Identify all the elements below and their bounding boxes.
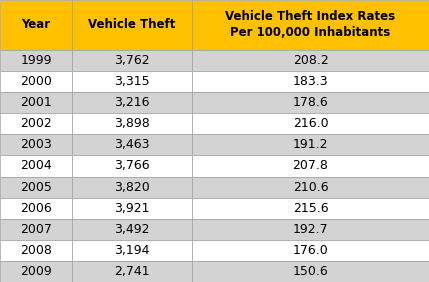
Bar (192, 261, 429, 282)
Bar (192, 0, 429, 50)
Bar (0, 113, 72, 134)
Text: Year: Year (21, 19, 51, 32)
Bar (0, 198, 72, 219)
Bar (192, 50, 429, 71)
Text: 3,194: 3,194 (114, 244, 150, 257)
Bar (72, 50, 192, 71)
Text: 192.7: 192.7 (293, 223, 328, 236)
Text: 183.3: 183.3 (293, 75, 328, 88)
Text: 2003: 2003 (20, 138, 52, 151)
Text: 3,315: 3,315 (114, 75, 150, 88)
Text: 208.2: 208.2 (293, 54, 328, 67)
Text: 3,762: 3,762 (114, 54, 150, 67)
Bar (0, 134, 72, 155)
Text: 207.8: 207.8 (293, 160, 329, 173)
Bar (0, 92, 72, 113)
Bar (72, 134, 192, 155)
Bar (0, 155, 72, 177)
Bar (72, 261, 192, 282)
Bar (0, 240, 72, 261)
Text: 2009: 2009 (20, 265, 52, 278)
Text: 3,820: 3,820 (114, 180, 150, 193)
Bar (0, 50, 72, 71)
Bar (72, 113, 192, 134)
Bar (192, 92, 429, 113)
Text: 2004: 2004 (20, 160, 52, 173)
Text: 191.2: 191.2 (293, 138, 328, 151)
Text: 3,766: 3,766 (114, 160, 150, 173)
Text: 216.0: 216.0 (293, 117, 328, 130)
Bar (72, 0, 192, 50)
Bar (192, 198, 429, 219)
Text: 3,921: 3,921 (114, 202, 150, 215)
Bar (72, 155, 192, 177)
Text: 2000: 2000 (20, 75, 52, 88)
Bar (192, 134, 429, 155)
Text: 3,463: 3,463 (114, 138, 150, 151)
Bar (0, 261, 72, 282)
Bar (72, 71, 192, 92)
Text: 210.6: 210.6 (293, 180, 328, 193)
Text: 3,216: 3,216 (114, 96, 150, 109)
Bar (192, 177, 429, 198)
Bar (0, 71, 72, 92)
Text: 150.6: 150.6 (293, 265, 328, 278)
Bar (192, 219, 429, 240)
Text: 3,492: 3,492 (114, 223, 150, 236)
Text: Vehicle Theft: Vehicle Theft (88, 19, 176, 32)
Text: 215.6: 215.6 (293, 202, 328, 215)
Text: Vehicle Theft Index Rates
Per 100,000 Inhabitants: Vehicle Theft Index Rates Per 100,000 In… (225, 10, 396, 39)
Text: 2002: 2002 (20, 117, 52, 130)
Bar (72, 198, 192, 219)
Bar (192, 240, 429, 261)
Bar (0, 177, 72, 198)
Text: 178.6: 178.6 (293, 96, 328, 109)
Text: 1999: 1999 (20, 54, 52, 67)
Bar (192, 113, 429, 134)
Text: 2,741: 2,741 (114, 265, 150, 278)
Text: 176.0: 176.0 (293, 244, 328, 257)
Bar (0, 219, 72, 240)
Text: 2008: 2008 (20, 244, 52, 257)
Bar (192, 155, 429, 177)
Text: 2001: 2001 (20, 96, 52, 109)
Text: 2006: 2006 (20, 202, 52, 215)
Bar (0, 0, 72, 50)
Bar (192, 71, 429, 92)
Bar (72, 177, 192, 198)
Text: 2007: 2007 (20, 223, 52, 236)
Bar (72, 92, 192, 113)
Text: 3,898: 3,898 (114, 117, 150, 130)
Bar (72, 240, 192, 261)
Bar (72, 219, 192, 240)
Text: 2005: 2005 (20, 180, 52, 193)
